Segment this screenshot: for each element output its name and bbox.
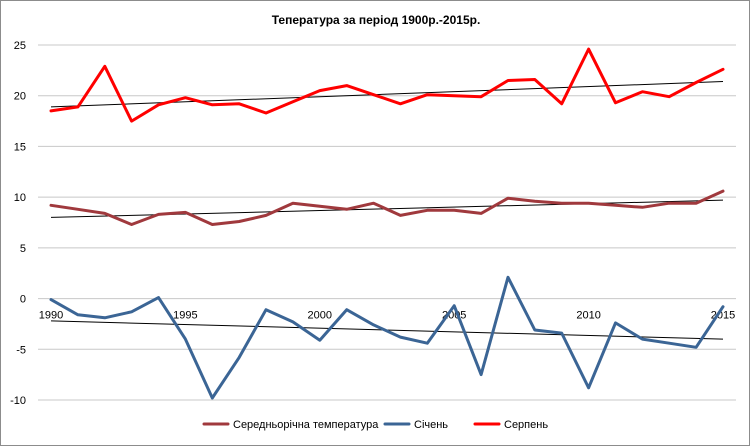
y-tick-label: 0	[20, 294, 26, 306]
trendline	[50, 81, 724, 108]
x-tick-label: 2000	[308, 310, 332, 322]
legend: Середньорічна температура Січень Серпень	[202, 419, 548, 431]
y-tick-label: 5	[20, 243, 26, 255]
y-axis-ticks: -10 -5 0 5 10 15 20 25	[10, 40, 26, 407]
y-tick-label: 10	[14, 192, 26, 204]
series-layer	[49, 47, 725, 400]
x-tick-label: 2010	[576, 310, 600, 322]
y-tick-label: 20	[14, 91, 26, 103]
legend-label: Січень	[414, 419, 448, 431]
chart-title: Тепература за період 1900р.-2015р.	[272, 13, 481, 27]
legend-label: Середньорічна температура	[233, 419, 379, 431]
y-tick-label: 25	[14, 40, 26, 52]
x-tick-label: 1990	[39, 310, 63, 322]
x-axis-ticks: 1990 1995 2000 2005 2010 2015	[39, 310, 735, 322]
x-tick-label: 1995	[173, 310, 197, 322]
y-tick-label: -5	[16, 344, 26, 356]
legend-label: Серпень	[504, 419, 548, 431]
series-line	[49, 275, 725, 400]
series-line	[49, 189, 725, 226]
series-line	[49, 47, 725, 123]
y-tick-label: 15	[14, 141, 26, 153]
y-tick-label: -10	[10, 395, 26, 407]
